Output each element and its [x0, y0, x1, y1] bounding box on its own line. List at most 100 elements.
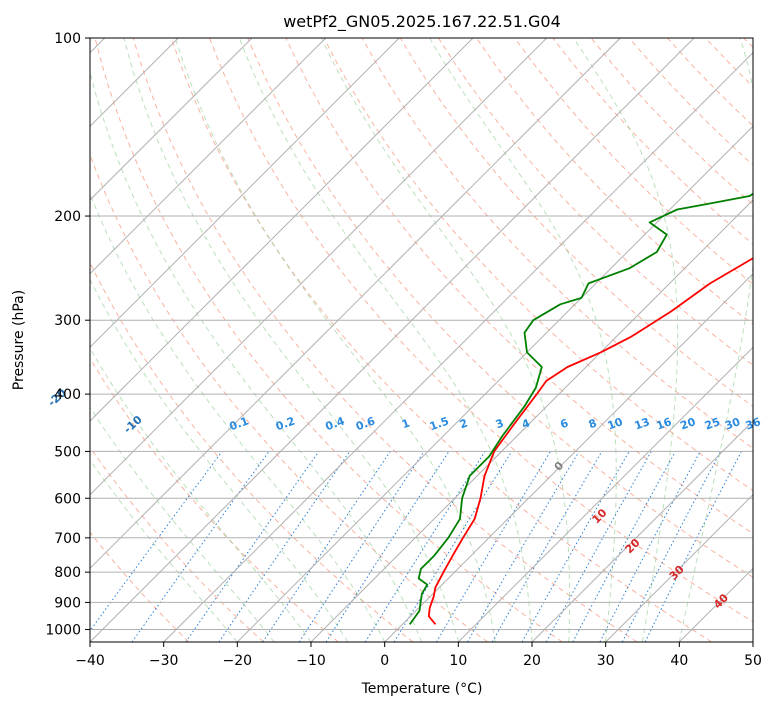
x-tick-label: 10: [449, 653, 467, 669]
dry-adiabat-line: [399, 38, 753, 408]
dry-adiabat-line: [705, 38, 753, 88]
mixing-ratio-label: 10: [606, 415, 625, 433]
y-tick-label: 900: [54, 595, 81, 611]
x-tick-label: −10: [296, 653, 326, 669]
profile-line: [427, 257, 753, 625]
moist-adiabat-line: [90, 192, 386, 642]
moist-adiabat-line: [123, 38, 459, 642]
y-axis-label: Pressure (hPa): [11, 290, 27, 390]
dry-adiabat-line: [209, 38, 753, 623]
moist-adiabat-line: [573, 38, 679, 642]
moist-adiabat-label: 30: [667, 563, 687, 583]
mixing-ratio-line: [262, 451, 391, 642]
y-tick-label: 500: [54, 444, 81, 460]
x-tick-label: −40: [75, 653, 105, 669]
y-tick-label: 100: [54, 31, 81, 47]
mixing-ratio-line: [521, 451, 630, 642]
dry-adiabat-line: [90, 446, 264, 642]
moist-adiabat-line: [429, 38, 617, 642]
y-tick-label: 800: [54, 565, 81, 581]
isotherm-line: [90, 38, 400, 349]
isotherm-line: [90, 38, 548, 496]
y-tick-label: 700: [54, 531, 81, 547]
dry-adiabat-line: [667, 38, 753, 127]
dry-adiabat-line: [590, 38, 753, 206]
isotherm-line: [90, 38, 253, 201]
moist-adiabat-line: [321, 38, 571, 642]
mixing-ratio-line: [90, 451, 223, 632]
isotherm-line: [90, 38, 695, 642]
mixing-ratio-line: [393, 451, 513, 642]
dry-adiabat-line: [437, 38, 753, 366]
mixing-ratio-label: 0.6: [354, 414, 377, 433]
isotherm-line: [531, 420, 753, 642]
isotherm-line: [678, 567, 753, 642]
x-tick-label: 50: [744, 653, 762, 669]
dry-adiabat-line: [132, 38, 638, 642]
y-tick-label: 600: [54, 491, 81, 507]
x-tick-label: 0: [380, 653, 389, 669]
dry-adiabat-line: [90, 531, 190, 642]
mixing-ratio-label: 25: [703, 415, 722, 432]
mixing-ratio-line: [218, 451, 351, 642]
mixing-ratio-label: 0.4: [324, 414, 347, 433]
mixing-ratio-label: 8: [587, 416, 599, 431]
mixing-ratio-line: [435, 451, 552, 642]
chart-title: wetPf2_GN05.2025.167.22.51.G04: [283, 12, 561, 32]
moist-adiabat-line: [90, 70, 422, 642]
mixing-ratio-label: 30: [723, 415, 742, 433]
x-tick-label: 30: [597, 653, 615, 669]
mixing-ratio-label: 1.5: [428, 414, 451, 433]
x-axis-label: Temperature (°C): [361, 681, 483, 697]
isotherm-line: [605, 493, 753, 642]
moist-adiabat-line: [238, 38, 533, 642]
moist-adiabat-line: [90, 459, 238, 642]
dry-adiabat-line: [170, 38, 712, 642]
x-tick-label: 20: [523, 653, 541, 669]
y-tick-label: 200: [54, 209, 81, 225]
isotherm-line: [457, 346, 753, 642]
isotherm-line: [163, 51, 753, 642]
x-tick-label: −20: [223, 653, 253, 669]
mixing-ratio-line: [621, 451, 722, 642]
moist-adiabat-line: [90, 406, 275, 642]
y-tick-label: 1000: [45, 622, 81, 638]
profile-line: [409, 192, 753, 625]
isotherm-line: [90, 38, 327, 275]
mixing-ratio-line: [364, 451, 486, 642]
mixing-ratio-label: 2: [458, 416, 470, 431]
dry-adiabat-line: [743, 38, 753, 49]
moist-adiabat-line: [174, 38, 496, 642]
isotherm-line: [752, 641, 753, 642]
mixing-ratio-label: 0.2: [274, 414, 297, 433]
moist-adiabat-label: 40: [711, 591, 731, 611]
mixing-ratio-label: 20: [678, 415, 697, 433]
moist-adiabat-label: 20: [623, 536, 643, 556]
moist-adiabat-label: 10: [590, 506, 610, 526]
dry-adiabat-line: [90, 261, 414, 642]
mixing-ratio-label: 0.1: [228, 414, 251, 433]
isotherm-line: [90, 38, 621, 570]
mixing-ratio-line: [545, 451, 652, 642]
isotherm-line: [236, 125, 753, 642]
isotherm-line: [384, 272, 753, 642]
dry-adiabat-line: [247, 38, 753, 578]
mixing-ratio-line: [644, 451, 742, 642]
dry-adiabat-label: -10: [121, 413, 145, 436]
isotherm-line: [90, 38, 474, 422]
moist-adiabat-label: 0: [552, 459, 567, 474]
mixing-ratio-line: [572, 451, 676, 642]
isotherm-line: [310, 199, 753, 642]
plot-frame: [89, 37, 754, 643]
mixing-ratio-label: 13: [633, 415, 652, 432]
mixing-ratio-label: 1: [400, 416, 412, 431]
dry-adiabat-line: [94, 38, 563, 642]
mixing-ratio-line: [185, 451, 320, 642]
dry-adiabat-line: [90, 357, 339, 642]
mixing-ratio-line: [298, 451, 425, 642]
mixing-ratio-label: 16: [655, 415, 674, 433]
mixing-ratio-label: 3: [494, 416, 506, 431]
y-tick-label: 400: [54, 387, 81, 403]
mixing-ratio-line: [325, 451, 450, 642]
